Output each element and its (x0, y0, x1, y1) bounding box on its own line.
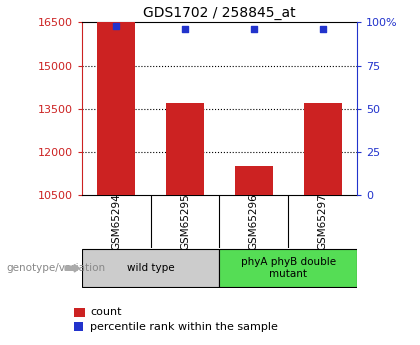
Point (250, 27, 257, 32)
Text: count: count (90, 307, 122, 317)
Bar (220, 249, 357, 287)
Text: GSM65294: GSM65294 (111, 193, 121, 250)
Bar (235, 166, 273, 195)
Bar (82, 249, 220, 287)
Point (182, 27, 189, 32)
Point (319, 27, 326, 32)
Text: genotype/variation: genotype/variation (6, 263, 105, 273)
Text: wild type: wild type (127, 263, 174, 273)
Text: GSM65295: GSM65295 (180, 193, 190, 250)
Title: GDS1702 / 258845_at: GDS1702 / 258845_at (143, 6, 296, 20)
Bar (97, 22, 135, 195)
Text: GSM65296: GSM65296 (249, 193, 259, 250)
Point (113, 23, 120, 29)
Text: GSM65297: GSM65297 (318, 193, 328, 250)
Bar (166, 103, 204, 195)
Text: percentile rank within the sample: percentile rank within the sample (90, 322, 278, 332)
Bar (304, 103, 341, 195)
Text: phyA phyB double
mutant: phyA phyB double mutant (241, 257, 336, 279)
